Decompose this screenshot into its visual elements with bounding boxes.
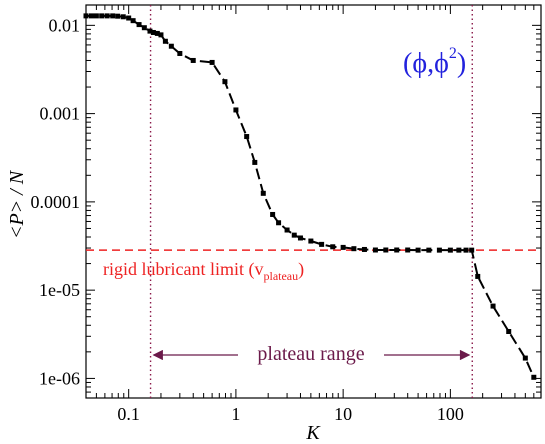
data-point <box>383 247 389 253</box>
y-tick-label: 1e-05 <box>39 280 80 300</box>
y-axis-label: <P> / N <box>6 169 28 239</box>
rigid-limit-subscript: plateau <box>263 269 298 283</box>
x-tick-label: 1 <box>231 404 240 424</box>
rigid-limit-suffix: ) <box>298 259 304 280</box>
data-point <box>177 50 183 56</box>
x-tick-label: 0.1 <box>117 404 140 424</box>
series-layer <box>83 13 537 380</box>
rigid-lubricant-limit-label: rigid lubricant limit (vplateau) <box>103 259 304 283</box>
x-tick-label: 10 <box>334 404 352 424</box>
data-point <box>291 232 297 238</box>
data-point <box>126 15 132 21</box>
y-tick-label: 0.01 <box>49 15 81 35</box>
data-point <box>463 247 469 253</box>
data-point <box>284 227 290 233</box>
data-point <box>361 246 367 252</box>
data-point <box>415 247 421 253</box>
data-point <box>83 13 89 19</box>
data-point <box>99 13 105 19</box>
data-point <box>209 59 215 65</box>
y-tick-label: 0.001 <box>40 104 81 124</box>
x-axis-label: K <box>305 422 321 444</box>
data-point <box>252 159 258 165</box>
data-point <box>115 13 121 19</box>
data-point <box>469 247 475 253</box>
data-point <box>154 30 160 36</box>
data-point <box>490 303 496 309</box>
reference-lines <box>86 5 541 398</box>
rigid-limit-text: rigid lubricant limit (v <box>103 259 263 280</box>
model-label: (ϕ,ϕ2) <box>403 45 466 79</box>
y-tick-label: 0.0001 <box>31 192 81 212</box>
data-point <box>447 247 453 253</box>
data-point <box>522 355 528 361</box>
data-point <box>88 13 94 19</box>
data-point <box>158 32 164 38</box>
data-point <box>168 43 174 49</box>
model-label-text: (ϕ,ϕ <box>403 48 449 79</box>
data-point <box>372 247 378 253</box>
data-point <box>475 273 481 279</box>
data-point <box>190 57 196 63</box>
data-point <box>426 247 432 253</box>
data-point <box>405 247 411 253</box>
plateau-range-label-background <box>238 340 384 366</box>
data-point <box>340 244 346 250</box>
data-point <box>308 238 314 244</box>
data-point <box>531 374 537 380</box>
data-point <box>330 244 336 250</box>
data-point <box>260 190 266 196</box>
data-point <box>150 29 156 35</box>
data-point <box>436 247 442 253</box>
y-tick-label: 1e-06 <box>39 368 80 388</box>
data-point <box>456 247 462 253</box>
data-point <box>93 13 99 19</box>
data-point <box>319 241 325 247</box>
data-point <box>244 134 250 140</box>
model-label-superscript: 2 <box>449 45 457 62</box>
data-point <box>394 247 400 253</box>
data-point <box>162 38 168 44</box>
axis-ticks: 0.1 1 10 100 0.01 0.001 0.0001 1e-05 1e-06 <box>31 5 542 424</box>
data-point <box>351 246 357 252</box>
data-point <box>110 13 116 19</box>
data-point <box>233 107 239 113</box>
model-label-suffix: ) <box>457 48 466 79</box>
data-point <box>297 235 303 241</box>
data-point <box>120 14 126 20</box>
data-point <box>104 13 110 19</box>
data-point <box>141 25 147 31</box>
x-tick-label: 100 <box>437 404 464 424</box>
data-point <box>136 22 142 28</box>
data-point <box>276 220 282 226</box>
data-point <box>506 329 512 335</box>
data-point <box>270 211 276 217</box>
series-line <box>86 14 535 378</box>
data-point <box>222 79 228 85</box>
plateau-range-label: plateau range <box>257 343 364 365</box>
data-point <box>147 28 153 34</box>
data-point <box>130 18 136 24</box>
